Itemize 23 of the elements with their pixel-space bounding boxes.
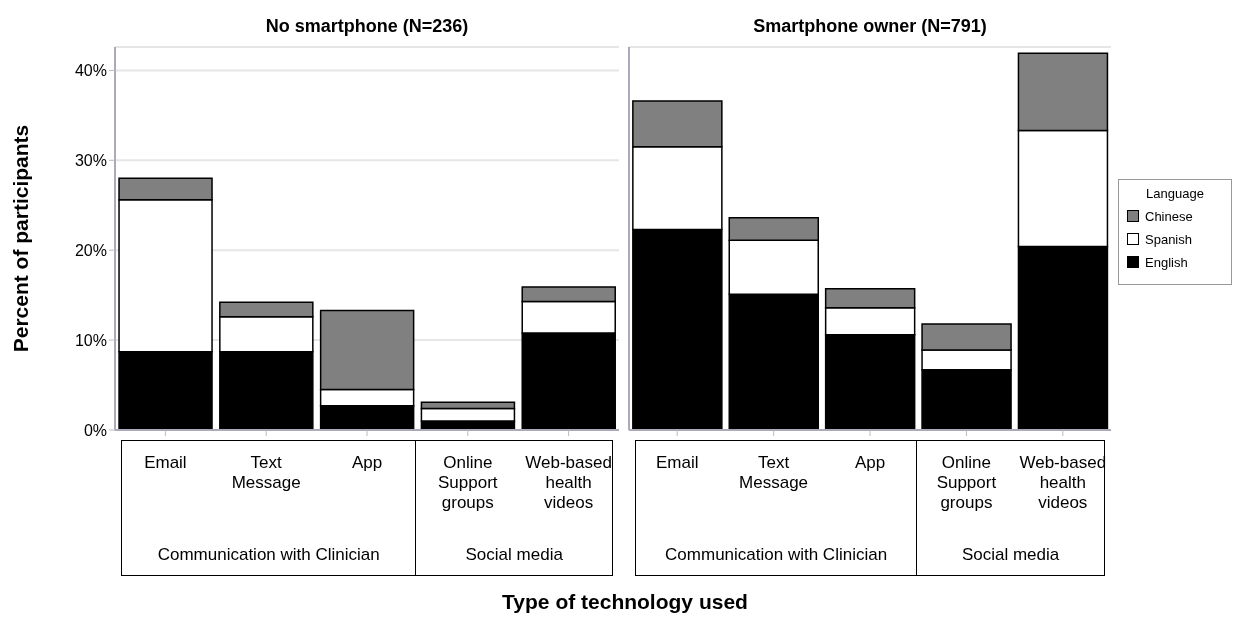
x-tick-label: Text Message: [739, 453, 809, 492]
x-tick-label: Email: [144, 453, 187, 472]
chart-title: Smartphone owner (N=791): [752, 16, 988, 37]
x-tick-label: Online Support groups: [936, 453, 997, 512]
x-tick-label: Email: [655, 453, 699, 472]
x-tick-label: App: [854, 453, 886, 472]
y-tick-label: 20%: [74, 241, 107, 259]
x-tick-label: App: [351, 453, 383, 472]
x-axis-title: Type of technology used: [501, 590, 749, 614]
y-tick-label: 10%: [74, 331, 107, 349]
legend-label: Spanish: [1145, 231, 1192, 247]
x-tick-label: Web-based health videos: [525, 453, 612, 512]
x-tick-label: Web-based health videos: [1019, 453, 1107, 512]
legend-label: English: [1145, 254, 1188, 270]
chart-title: No smartphone (N=236): [264, 16, 470, 37]
y-tick-label: 40%: [74, 62, 107, 80]
legend-label: Chinese: [1145, 208, 1193, 224]
x-tick-label: Text Message: [231, 453, 301, 492]
y-axis-title: Percent of participants: [9, 124, 32, 353]
y-tick-label: 30%: [74, 151, 107, 169]
legend-title: Language: [1145, 185, 1205, 201]
x-tick-label: Online Support groups: [438, 453, 498, 512]
y-tick-label: 0%: [83, 421, 107, 439]
